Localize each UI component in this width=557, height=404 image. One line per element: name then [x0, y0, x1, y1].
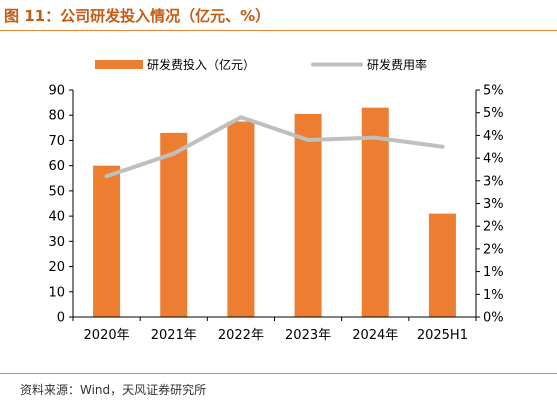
y-right-tick-1: 1%	[483, 288, 504, 303]
y-left-tick-1: 10	[48, 285, 65, 300]
x-tick-5: 2025H1	[417, 328, 468, 343]
y-right-tick-10: 5%	[483, 84, 504, 99]
y-right-tick-4: 2%	[483, 220, 504, 235]
y-left-tick-0: 0	[57, 311, 65, 326]
legend-bar-label: 研发费投入（亿元）	[147, 57, 255, 72]
y-left-tick-5: 50	[48, 184, 65, 199]
y-right-tick-9: 5%	[483, 106, 504, 121]
x-tick-4: 2024年	[352, 328, 398, 343]
title-divider	[0, 30, 557, 31]
bar-1	[160, 132, 188, 317]
rate-line	[104, 115, 445, 179]
x-tick-1: 2021年	[151, 328, 197, 343]
bar-0	[93, 165, 121, 317]
y-left-tick-4: 40	[48, 210, 65, 225]
bar-5	[428, 213, 456, 317]
y-right-tick-7: 4%	[483, 152, 504, 167]
legend-line-label: 研发费用率	[367, 57, 427, 72]
legend-bar-swatch	[95, 60, 143, 69]
y-right-tick-0: 0%	[483, 311, 504, 326]
y-left-tick-2: 20	[48, 260, 65, 275]
x-tick-0: 2020年	[84, 328, 130, 343]
rate-point-0	[104, 174, 109, 179]
x-tick-2: 2022年	[218, 328, 264, 343]
y-left-tick-7: 70	[48, 134, 65, 149]
y-left-tick-8: 80	[48, 109, 65, 124]
rate-point-3	[306, 137, 311, 142]
bar-3	[294, 113, 322, 317]
y-right-tick-5: 3%	[483, 197, 504, 212]
source-note: 资料来源：Wind，天风证券研究所	[20, 383, 207, 397]
chart-title: 图 11：公司研发投入情况（亿元、%）	[4, 7, 271, 25]
x-tick-3: 2023年	[285, 328, 331, 343]
footer-divider	[0, 373, 557, 374]
y-left-tick-9: 90	[48, 84, 65, 99]
rate-point-5	[440, 144, 445, 149]
rate-point-1	[171, 151, 176, 156]
rate-point-4	[373, 135, 378, 140]
y-left-tick-6: 60	[48, 159, 65, 174]
bar-2	[227, 121, 255, 318]
rate-point-2	[238, 115, 243, 120]
y-right-tick-2: 1%	[483, 265, 504, 280]
y-right-tick-8: 4%	[483, 129, 504, 144]
bar-4	[361, 107, 389, 318]
y-right-tick-6: 3%	[483, 174, 504, 189]
y-right-tick-3: 2%	[483, 242, 504, 257]
y-left-tick-3: 30	[48, 235, 65, 250]
